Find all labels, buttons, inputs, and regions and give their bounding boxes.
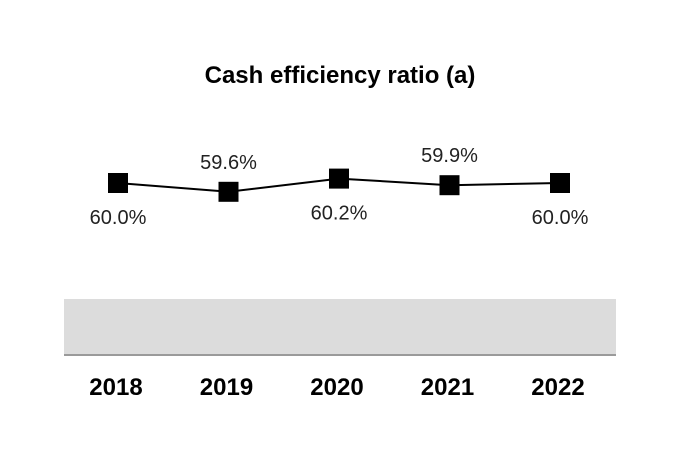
plot-band xyxy=(64,299,616,355)
x-tick-2020: 2020 xyxy=(310,374,363,401)
marker-2018 xyxy=(108,173,128,193)
x-tick-2018: 2018 xyxy=(89,374,142,401)
data-label-2019: 59.6% xyxy=(200,152,257,174)
x-tick-2019: 2019 xyxy=(200,374,253,401)
data-label-2022: 60.0% xyxy=(532,207,589,229)
x-tick-2021: 2021 xyxy=(421,374,474,401)
marker-2019 xyxy=(218,181,239,202)
data-label-2021: 59.9% xyxy=(421,145,478,167)
marker-2022 xyxy=(550,173,570,193)
data-label-2020: 60.2% xyxy=(311,203,368,225)
marker-2020 xyxy=(329,168,349,189)
x-tick-2022: 2022 xyxy=(531,374,584,401)
data-label-2018: 60.0% xyxy=(90,207,147,229)
chart-title: Cash efficiency ratio (a) xyxy=(205,62,476,89)
marker-2021 xyxy=(439,175,460,196)
